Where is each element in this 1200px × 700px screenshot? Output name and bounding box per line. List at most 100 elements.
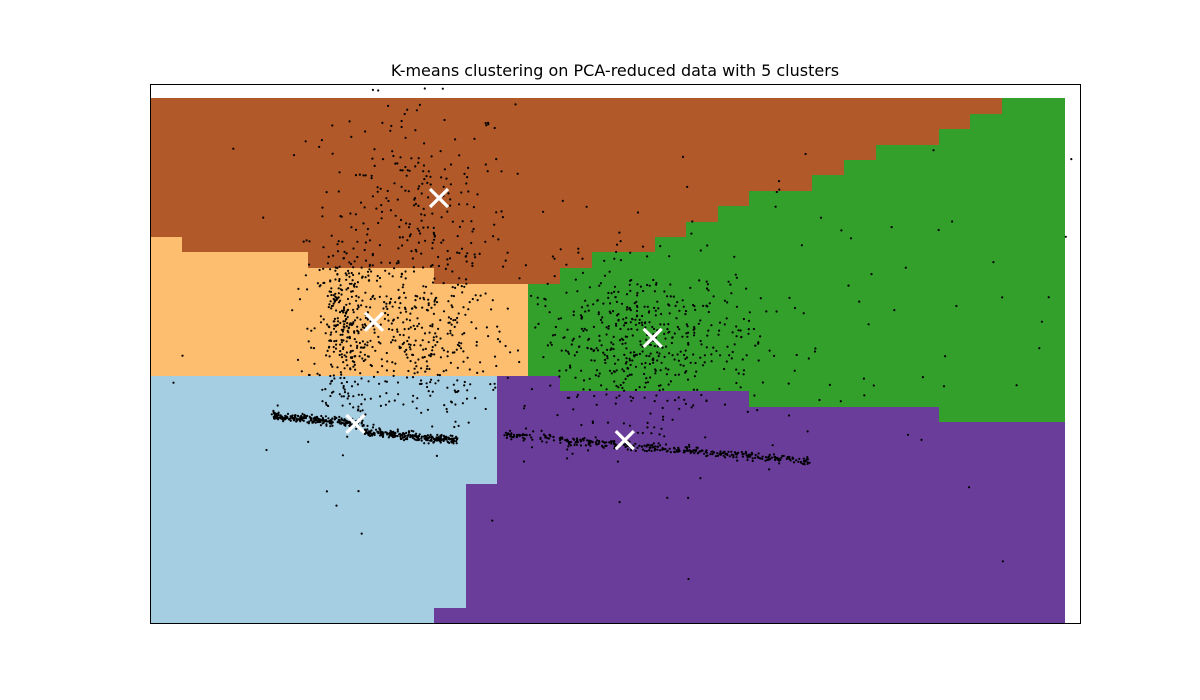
data-point [522, 439, 525, 442]
data-point [421, 182, 424, 185]
data-point [583, 437, 586, 440]
data-point [465, 260, 468, 263]
data-point [617, 313, 620, 316]
data-point [449, 204, 452, 207]
data-point [683, 353, 686, 357]
data-point [424, 239, 427, 242]
data-point [405, 222, 408, 225]
data-point [644, 381, 647, 384]
data-point [667, 383, 670, 386]
data-point [353, 282, 356, 285]
data-point [537, 322, 540, 325]
data-point [408, 235, 411, 238]
data-point [360, 403, 363, 406]
data-point [409, 434, 412, 437]
data-point [373, 164, 376, 167]
data-point [355, 285, 358, 288]
data-point [591, 441, 594, 444]
data-point [447, 192, 450, 195]
data-point [356, 240, 359, 243]
data-point [368, 264, 371, 268]
data-point [276, 404, 279, 407]
data-point [693, 326, 696, 329]
data-point [668, 255, 671, 258]
data-point [453, 425, 456, 429]
data-point [597, 442, 600, 446]
data-point [603, 358, 607, 361]
data-point [181, 354, 184, 357]
data-point [342, 346, 345, 349]
data-point [426, 408, 429, 411]
data-point [449, 163, 453, 166]
data-point [456, 379, 459, 382]
data-point [350, 282, 353, 285]
data-point [335, 309, 338, 312]
data-point [754, 456, 757, 459]
data-point [530, 294, 533, 297]
data-point [429, 381, 432, 384]
data-point [679, 363, 682, 366]
data-point [604, 361, 607, 364]
data-point [622, 422, 626, 425]
data-point [345, 303, 348, 306]
data-point [458, 154, 461, 157]
data-point [443, 168, 446, 171]
data-point [648, 362, 652, 366]
data-point [426, 385, 429, 389]
data-point [335, 504, 338, 507]
data-point [443, 404, 446, 407]
data-point [731, 331, 734, 334]
data-point [341, 330, 344, 333]
data-point [422, 348, 425, 351]
data-point [713, 451, 716, 454]
data-point [607, 296, 610, 299]
data-point [348, 424, 351, 427]
data-point [420, 439, 423, 442]
data-point [332, 350, 335, 353]
data-point [571, 452, 574, 455]
data-point [699, 249, 702, 252]
data-point [723, 323, 726, 326]
data-point [675, 317, 678, 320]
data-point [819, 216, 823, 219]
data-point [352, 365, 355, 368]
data-point [696, 388, 699, 391]
data-point [415, 365, 418, 368]
data-point [418, 382, 422, 386]
data-point [348, 402, 351, 405]
data-point [380, 204, 383, 207]
data-point [660, 427, 663, 430]
data-point [385, 380, 388, 383]
data-point [645, 354, 648, 357]
data-point [559, 439, 562, 442]
data-point [409, 348, 412, 351]
data-point [735, 335, 738, 338]
data-point [806, 458, 809, 461]
data-point [766, 458, 769, 462]
data-point [629, 289, 632, 292]
data-point [663, 435, 666, 438]
data-point [348, 120, 351, 123]
data-point [739, 329, 742, 332]
data-point [615, 369, 618, 372]
data-point [652, 361, 655, 364]
data-point [325, 191, 328, 194]
data-point [392, 369, 395, 373]
data-point [460, 247, 464, 250]
data-point [643, 449, 646, 452]
data-point [321, 206, 324, 209]
data-point [381, 365, 384, 368]
data-point [828, 383, 832, 386]
data-point [687, 449, 690, 452]
data-point [359, 351, 362, 354]
data-point [342, 395, 345, 398]
data-point [347, 395, 350, 398]
data-point [566, 448, 569, 451]
data-point [442, 239, 445, 242]
data-point [332, 345, 335, 349]
data-point [301, 412, 304, 415]
data-point [403, 112, 406, 116]
data-point [486, 170, 489, 173]
data-point [451, 286, 454, 289]
data-point [684, 357, 687, 360]
